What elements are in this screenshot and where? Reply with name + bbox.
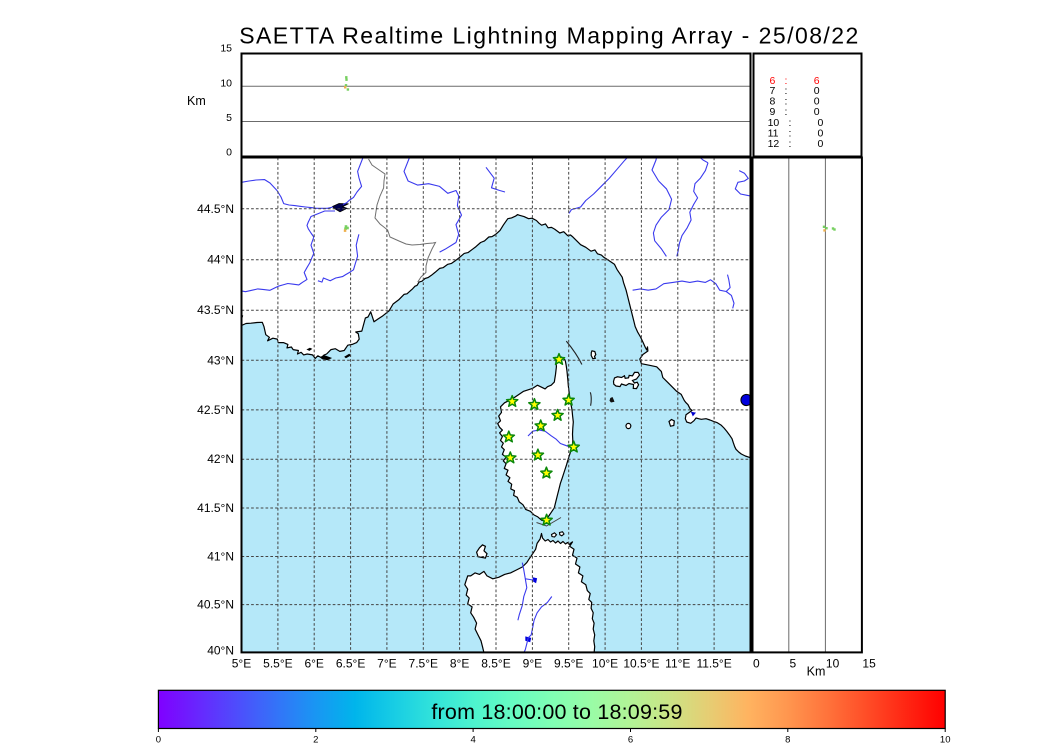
svg-text:10: 10 — [768, 117, 780, 129]
svg-text:8°E: 8°E — [450, 656, 469, 670]
svg-text::: : — [785, 75, 788, 87]
svg-text:15: 15 — [220, 43, 232, 55]
svg-text:8: 8 — [770, 96, 776, 108]
svg-text:41.5°N: 41.5°N — [197, 501, 234, 515]
svg-text:10.5°E: 10.5°E — [623, 656, 659, 670]
svg-text:8: 8 — [785, 735, 790, 746]
svg-text:Km: Km — [187, 94, 206, 108]
svg-text:from 18:00:00 to 18:09:59: from 18:00:00 to 18:09:59 — [431, 700, 682, 724]
svg-text:0: 0 — [818, 128, 824, 140]
svg-text:6.5°E: 6.5°E — [336, 656, 365, 670]
svg-text::: : — [789, 128, 792, 140]
svg-text:11.5°E: 11.5°E — [696, 656, 731, 670]
svg-text:11: 11 — [768, 128, 779, 140]
svg-text:0: 0 — [814, 96, 820, 108]
svg-text:SAETTA Realtime Lightning Mapp: SAETTA Realtime Lightning Mapping Array … — [239, 23, 860, 49]
svg-text:7.5°E: 7.5°E — [409, 656, 438, 670]
svg-text:0: 0 — [753, 656, 760, 670]
svg-text:6: 6 — [628, 735, 633, 746]
svg-text:10°E: 10°E — [592, 656, 618, 670]
svg-text:41°N: 41°N — [207, 550, 234, 564]
svg-text:4: 4 — [470, 735, 475, 746]
svg-text:0: 0 — [156, 735, 161, 746]
svg-text:10: 10 — [220, 78, 232, 90]
svg-text:0: 0 — [226, 147, 232, 159]
svg-text:6°E: 6°E — [304, 656, 323, 670]
svg-text:5°E: 5°E — [232, 656, 251, 670]
svg-text:40.5°N: 40.5°N — [197, 598, 234, 612]
svg-text:2: 2 — [313, 735, 318, 746]
svg-text:40°N: 40°N — [207, 644, 234, 658]
svg-text::: : — [785, 106, 788, 118]
svg-text::: : — [789, 117, 792, 129]
svg-text:5: 5 — [790, 656, 797, 670]
svg-text:5: 5 — [226, 112, 232, 124]
svg-text:42.5°N: 42.5°N — [197, 403, 234, 417]
svg-text:Km: Km — [807, 665, 826, 679]
svg-text::: : — [785, 96, 788, 108]
svg-text:11°E: 11°E — [665, 656, 690, 670]
svg-text:9.5°E: 9.5°E — [554, 656, 583, 670]
svg-text:44°N: 44°N — [207, 253, 234, 267]
svg-text:6: 6 — [770, 75, 776, 87]
svg-text::: : — [785, 85, 788, 97]
svg-text:43°N: 43°N — [207, 353, 234, 367]
svg-text:0: 0 — [818, 117, 824, 129]
svg-text:42°N: 42°N — [207, 452, 234, 466]
svg-text:0: 0 — [814, 85, 820, 97]
svg-text:8.5°E: 8.5°E — [481, 656, 510, 670]
svg-text:5.5°E: 5.5°E — [263, 656, 292, 670]
svg-text:43.5°N: 43.5°N — [197, 303, 234, 317]
svg-text:7: 7 — [770, 85, 776, 97]
svg-text:9: 9 — [770, 106, 776, 118]
svg-text::: : — [789, 138, 792, 150]
svg-text:15: 15 — [862, 656, 876, 670]
svg-text:10: 10 — [940, 735, 951, 746]
svg-text:6: 6 — [814, 75, 820, 87]
svg-text:10: 10 — [826, 656, 840, 670]
svg-text:9°E: 9°E — [523, 656, 542, 670]
svg-text:12: 12 — [768, 138, 780, 150]
svg-text:7°E: 7°E — [377, 656, 396, 670]
svg-text:0: 0 — [818, 138, 824, 150]
svg-text:44.5°N: 44.5°N — [197, 202, 234, 216]
svg-text:0: 0 — [814, 106, 820, 118]
